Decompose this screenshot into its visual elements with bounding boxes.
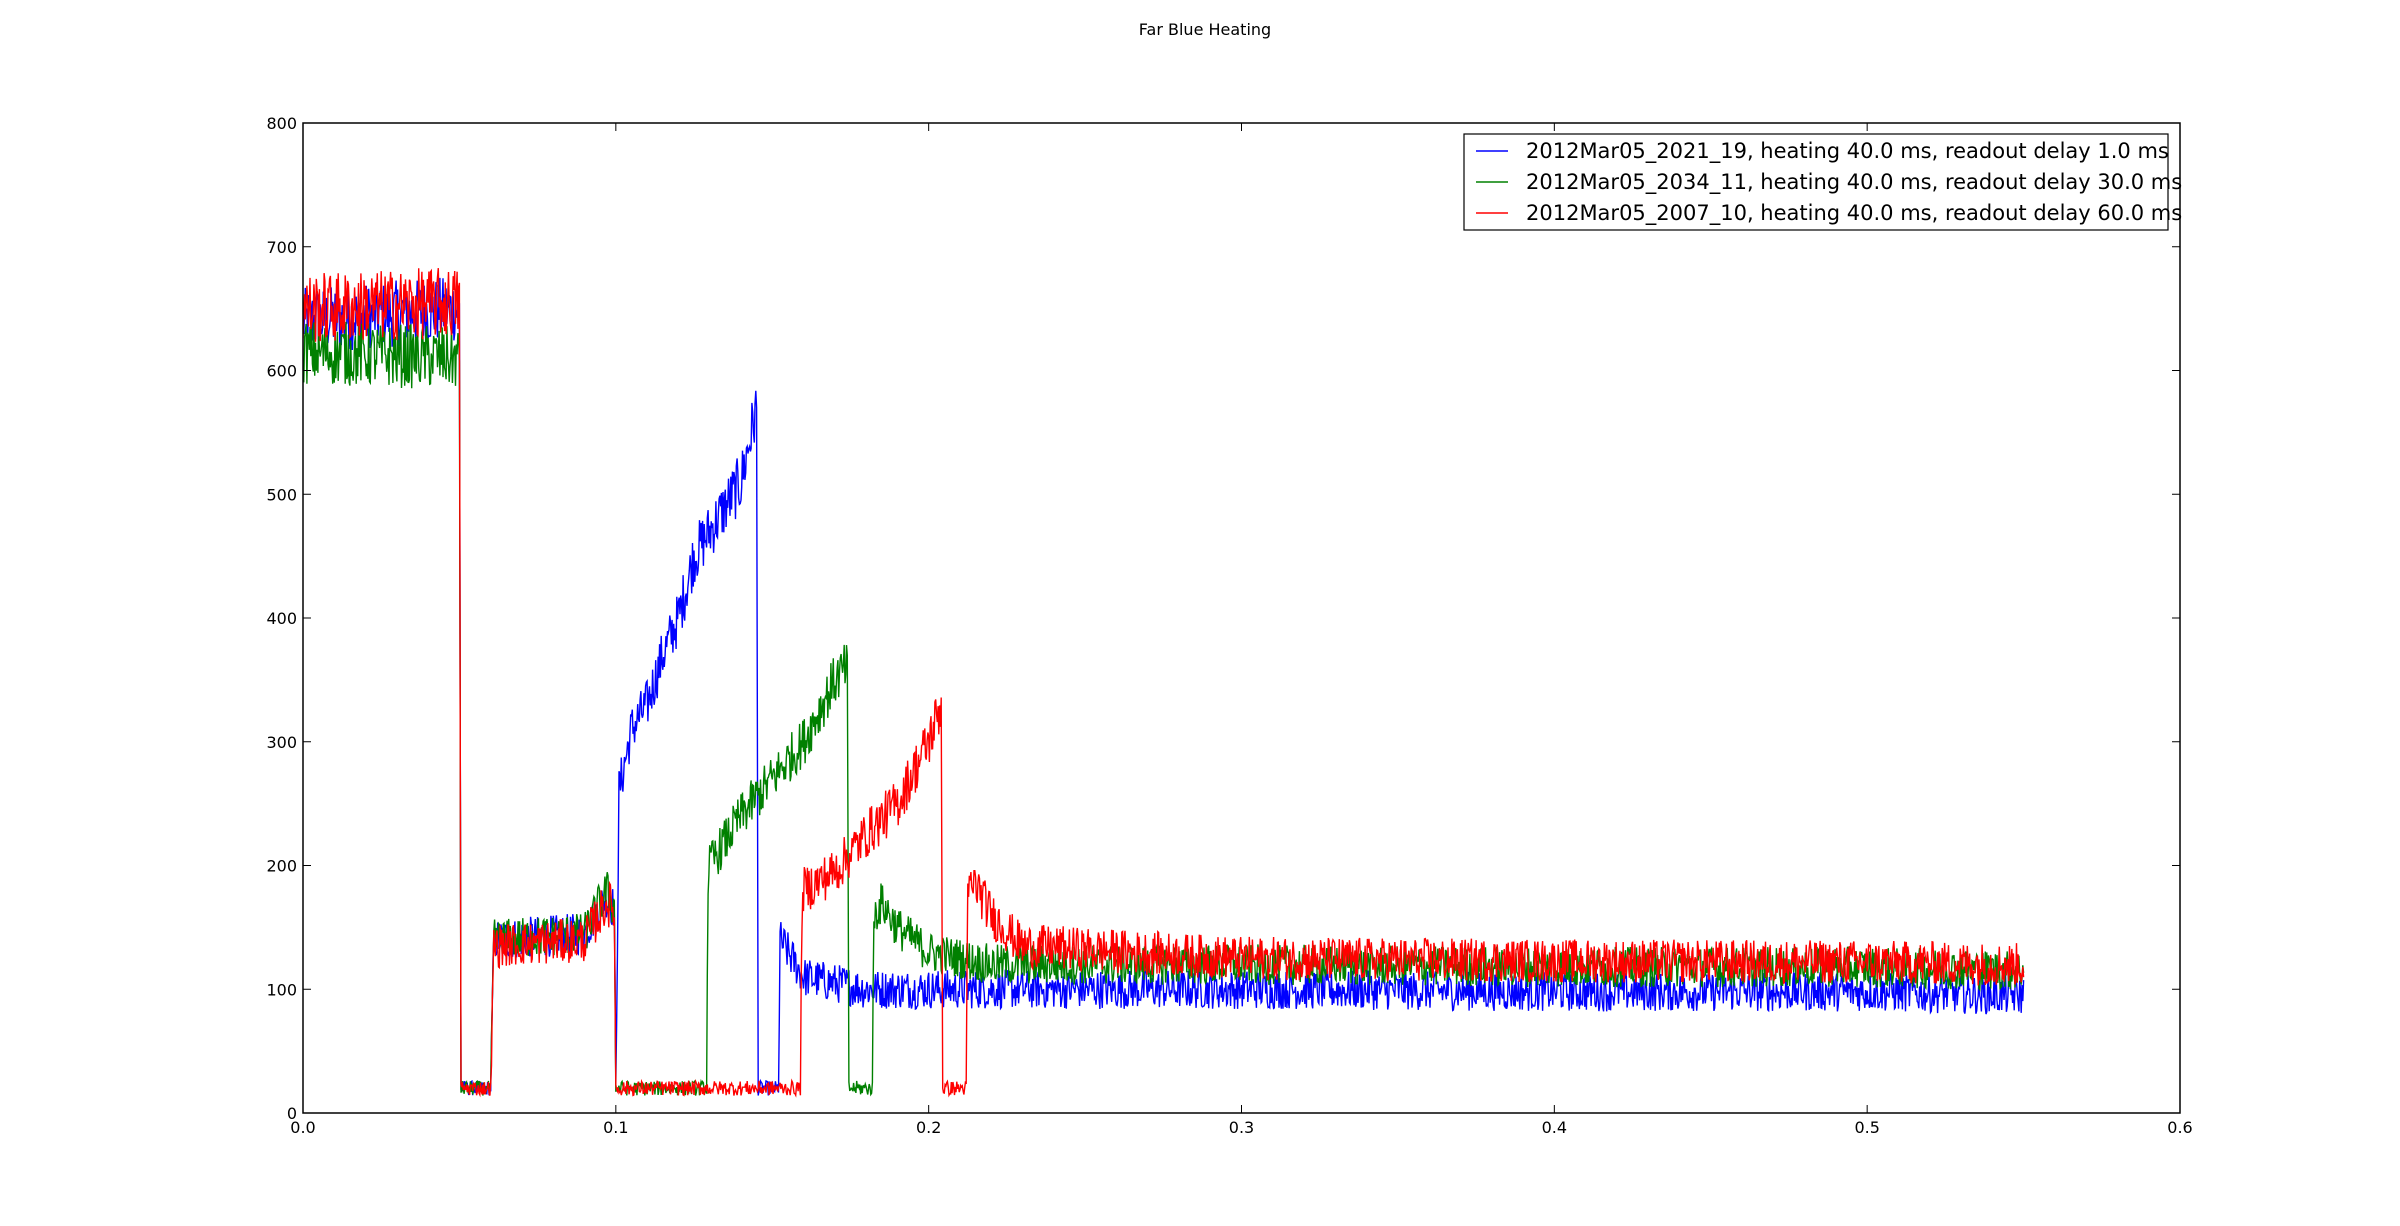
x-tick-label: 0.5 — [1854, 1118, 1879, 1137]
legend-label-2: 2012Mar05_2034_11, heating 40.0 ms, read… — [1526, 170, 2182, 195]
x-tick-label: 0.3 — [1229, 1118, 1254, 1137]
series-line-1 — [303, 277, 2025, 1096]
x-tick-label: 0.6 — [2167, 1118, 2192, 1137]
series-line-3 — [303, 268, 2025, 1098]
x-tick-label: 0.1 — [603, 1118, 628, 1137]
legend-label-1: 2012Mar05_2021_19, heating 40.0 ms, read… — [1526, 139, 2169, 164]
x-tick-label: 0.2 — [916, 1118, 941, 1137]
y-tick-label: 500 — [266, 485, 297, 504]
axis-ticks: 0.0 0.1 0.2 0.3 0.4 0.5 0.6 0 100 200 300 400 500 600… — [266, 114, 2192, 1137]
y-tick-label: 800 — [266, 114, 297, 133]
y-tick-label: 0 — [287, 1104, 297, 1123]
y-tick-label: 200 — [266, 857, 297, 876]
plot-area — [303, 268, 2025, 1098]
y-tick-label: 300 — [266, 733, 297, 752]
x-tick-label: 0.0 — [290, 1118, 315, 1137]
y-tick-label: 600 — [266, 362, 297, 381]
legend: 2012Mar05_2021_19, heating 40.0 ms, read… — [1463, 133, 2182, 231]
legend-box — [1463, 133, 2169, 231]
y-tick-label: 400 — [266, 609, 297, 628]
chart-title: Far Blue Heating — [1139, 20, 1271, 39]
x-tick-label: 0.4 — [1542, 1118, 1567, 1137]
y-tick-label: 700 — [266, 238, 297, 257]
series-line-2 — [303, 321, 2025, 1097]
y-tick-label: 100 — [266, 980, 297, 999]
legend-label-3: 2012Mar05_2007_10, heating 40.0 ms, read… — [1526, 201, 2182, 226]
